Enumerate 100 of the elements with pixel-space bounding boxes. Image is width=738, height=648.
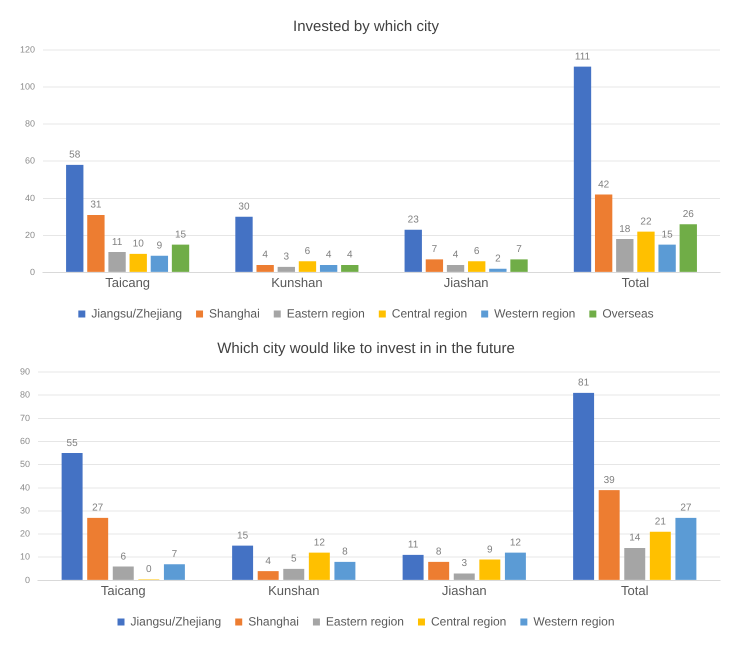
y-tick-label: 0 — [24, 574, 30, 585]
y-tick-label: 100 — [20, 82, 36, 92]
bar — [680, 224, 697, 272]
bar — [87, 214, 105, 272]
bar — [468, 261, 486, 272]
bar — [446, 264, 464, 272]
data-label: 26 — [682, 208, 694, 220]
x-tick-label: Total — [621, 582, 649, 598]
bar — [232, 546, 254, 580]
y-tick-label: 50 — [20, 459, 30, 470]
x-tick-label: Kunshan — [271, 274, 323, 290]
data-label: 8 — [342, 546, 348, 558]
data-label: 3 — [461, 558, 468, 570]
chart-title: Invested by which city — [293, 18, 440, 36]
data-label: 22 — [640, 216, 652, 228]
legend-label: Western region — [494, 306, 576, 320]
data-label: 5 — [290, 554, 297, 565]
data-label: 11 — [408, 540, 419, 551]
data-label: 58 — [69, 150, 81, 161]
bar — [308, 552, 330, 580]
bar — [624, 548, 646, 580]
data-label: 6 — [474, 246, 480, 258]
bar — [150, 256, 168, 272]
bar — [650, 532, 671, 580]
bar — [235, 216, 253, 272]
bar — [574, 66, 592, 272]
y-tick-label: 10 — [20, 552, 30, 562]
bar — [489, 268, 507, 272]
bar — [258, 571, 279, 580]
data-label: 30 — [238, 202, 250, 213]
data-label: 15 — [237, 530, 249, 542]
y-tick-label: 90 — [20, 366, 30, 376]
data-label: 0 — [146, 564, 152, 576]
y-tick-label: 60 — [25, 156, 36, 166]
bar — [87, 518, 108, 580]
data-label: 6 — [304, 246, 311, 258]
bar — [426, 259, 444, 272]
data-label: 4 — [346, 250, 353, 261]
y-tick-label: 20 — [25, 230, 36, 240]
bar — [504, 552, 526, 580]
bar — [598, 490, 620, 580]
data-label: 42 — [598, 179, 610, 190]
data-label: 9 — [487, 544, 494, 556]
data-label: 21 — [654, 516, 666, 528]
data-label: 23 — [408, 214, 420, 226]
data-label: 4 — [262, 250, 268, 261]
bar — [172, 244, 190, 272]
bar — [108, 252, 126, 272]
legend-label: Shanghai — [248, 614, 299, 628]
data-label: 4 — [265, 556, 272, 567]
data-label: 10 — [132, 238, 144, 250]
x-tick-label: Total — [622, 274, 650, 290]
data-label: 18 — [619, 224, 631, 235]
bar — [573, 392, 594, 580]
bar — [594, 194, 612, 272]
bar — [454, 573, 475, 580]
x-tick-label: Taicang — [105, 274, 150, 290]
y-tick-label: 120 — [20, 44, 36, 54]
legend-label: Jiangsu/Zhejiang — [130, 614, 222, 628]
bar — [283, 568, 304, 580]
bar — [320, 264, 338, 272]
bar — [341, 264, 358, 272]
bar — [334, 562, 356, 580]
data-label: 15 — [174, 229, 187, 240]
data-label: 15 — [662, 229, 674, 240]
bar — [256, 264, 274, 272]
legend-label: Eastern region — [286, 306, 365, 320]
data-label: 111 — [574, 51, 591, 62]
bar — [112, 566, 134, 580]
data-label: 9 — [156, 240, 163, 252]
data-label: 31 — [90, 200, 102, 211]
y-tick-label: 70 — [20, 412, 30, 423]
data-label: 27 — [680, 502, 692, 514]
bar — [164, 564, 185, 580]
bar — [298, 261, 316, 272]
y-tick-label: 80 — [20, 390, 30, 400]
data-label: 4 — [452, 250, 459, 261]
data-label: 81 — [578, 378, 590, 389]
bar — [428, 562, 450, 580]
bar — [278, 266, 295, 272]
y-tick-label: 60 — [20, 436, 30, 446]
legend-label: Shanghai — [209, 306, 260, 320]
data-label: 12 — [510, 537, 522, 548]
data-label: 7 — [516, 244, 522, 256]
legend-label: Central region — [430, 614, 506, 628]
data-label: 27 — [92, 502, 104, 514]
legend-label: Eastern region — [326, 614, 404, 628]
y-tick-label: 40 — [25, 192, 36, 203]
chart-title: Which city would like to invest in in the future — [217, 340, 515, 358]
x-tick-label: Taicang — [100, 582, 146, 598]
y-tick-label: 80 — [25, 118, 36, 129]
data-label: 12 — [314, 537, 326, 548]
bar — [658, 244, 676, 272]
bar — [637, 232, 655, 272]
y-tick-label: 30 — [20, 505, 30, 516]
data-label: 7 — [172, 548, 178, 560]
legend-label: Overseas — [602, 306, 654, 320]
bar — [675, 518, 696, 580]
x-tick-label: Jiashan — [442, 582, 487, 598]
bar — [479, 560, 500, 580]
